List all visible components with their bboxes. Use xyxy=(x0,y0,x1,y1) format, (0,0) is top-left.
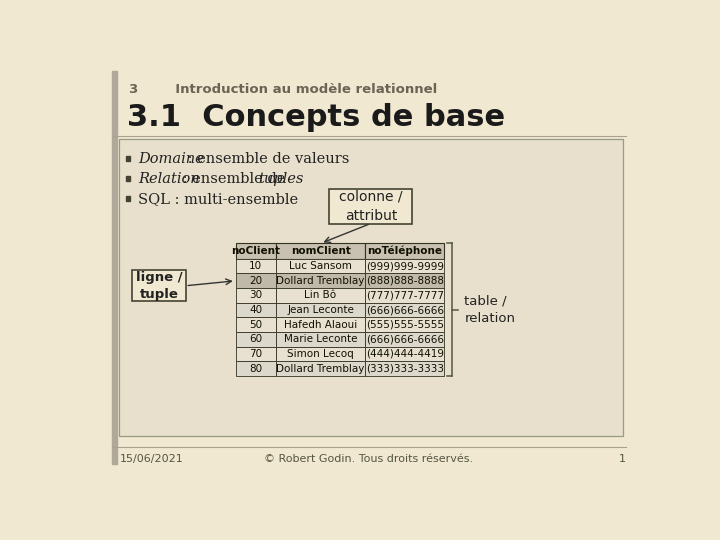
Bar xyxy=(365,318,444,332)
Bar xyxy=(235,244,276,259)
Text: Simon Lecoq: Simon Lecoq xyxy=(287,349,354,359)
Bar xyxy=(235,303,276,318)
Bar xyxy=(276,347,365,361)
Text: 80: 80 xyxy=(249,363,262,374)
Text: Relation: Relation xyxy=(138,172,199,186)
Text: nomClient: nomClient xyxy=(291,246,351,256)
Bar xyxy=(365,288,444,303)
Text: Dollard Tremblay: Dollard Tremblay xyxy=(276,363,365,374)
Text: (555)555-5555: (555)555-5555 xyxy=(366,320,444,330)
Text: noTéléphone: noTéléphone xyxy=(367,246,442,256)
Text: noClient: noClient xyxy=(231,246,280,256)
Bar xyxy=(126,177,130,181)
Text: table /
relation: table / relation xyxy=(464,294,516,325)
Text: tuples: tuples xyxy=(258,172,304,186)
Text: 40: 40 xyxy=(249,305,262,315)
Text: 70: 70 xyxy=(249,349,262,359)
Bar xyxy=(126,157,130,161)
Bar xyxy=(235,361,276,376)
FancyBboxPatch shape xyxy=(330,189,413,224)
Bar xyxy=(365,347,444,361)
Text: 10: 10 xyxy=(249,261,262,271)
Bar xyxy=(235,288,276,303)
Bar xyxy=(235,273,276,288)
Bar xyxy=(276,318,365,332)
Bar xyxy=(365,332,444,347)
Bar xyxy=(235,259,276,273)
Text: 20: 20 xyxy=(249,276,262,286)
Text: 30: 30 xyxy=(249,291,262,300)
Text: (666)666-6666: (666)666-6666 xyxy=(366,305,444,315)
Bar xyxy=(276,332,365,347)
Text: 60: 60 xyxy=(249,334,262,345)
Text: : ensemble de: : ensemble de xyxy=(179,172,290,186)
Text: Lin Bô: Lin Bô xyxy=(305,291,337,300)
Text: Hafedh Alaoui: Hafedh Alaoui xyxy=(284,320,357,330)
Bar xyxy=(276,259,365,273)
Text: 15/06/2021: 15/06/2021 xyxy=(120,454,183,464)
Text: 3        Introduction au modèle relationnel: 3 Introduction au modèle relationnel xyxy=(129,83,437,96)
Bar xyxy=(235,318,276,332)
Bar xyxy=(235,332,276,347)
FancyBboxPatch shape xyxy=(132,271,186,301)
Text: (333)333-3333: (333)333-3333 xyxy=(366,363,444,374)
Bar xyxy=(365,361,444,376)
Text: (666)666-6666: (666)666-6666 xyxy=(366,334,444,345)
Bar xyxy=(365,259,444,273)
Bar xyxy=(276,303,365,318)
Text: Domaine: Domaine xyxy=(138,152,204,166)
Text: SQL : multi-ensemble: SQL : multi-ensemble xyxy=(138,192,298,206)
Bar xyxy=(276,361,365,376)
Bar xyxy=(365,244,444,259)
Text: 50: 50 xyxy=(249,320,262,330)
Text: Jean Leconte: Jean Leconte xyxy=(287,305,354,315)
Bar xyxy=(276,244,365,259)
Text: 3.1  Concepts de base: 3.1 Concepts de base xyxy=(127,103,505,132)
Text: 1: 1 xyxy=(619,454,626,464)
Bar xyxy=(365,273,444,288)
Text: : ensemble de valeurs: : ensemble de valeurs xyxy=(183,152,349,166)
Text: Dollard Tremblay: Dollard Tremblay xyxy=(276,276,365,286)
Text: (999)999-9999: (999)999-9999 xyxy=(366,261,444,271)
Text: colonne /
attribut: colonne / attribut xyxy=(339,190,402,223)
FancyBboxPatch shape xyxy=(120,139,624,436)
Bar xyxy=(112,71,117,464)
Text: (888)888-8888: (888)888-8888 xyxy=(366,276,444,286)
Text: ligne /
tuple: ligne / tuple xyxy=(135,271,182,301)
Text: Marie Leconte: Marie Leconte xyxy=(284,334,357,345)
Bar xyxy=(276,288,365,303)
Bar xyxy=(276,273,365,288)
Text: (777)777-7777: (777)777-7777 xyxy=(366,291,444,300)
Text: Luc Sansom: Luc Sansom xyxy=(289,261,352,271)
Bar xyxy=(365,303,444,318)
Bar xyxy=(235,347,276,361)
Bar xyxy=(126,197,130,201)
Text: © Robert Godin. Tous droits réservés.: © Robert Godin. Tous droits réservés. xyxy=(264,454,474,464)
Text: (444)444-4419: (444)444-4419 xyxy=(366,349,444,359)
